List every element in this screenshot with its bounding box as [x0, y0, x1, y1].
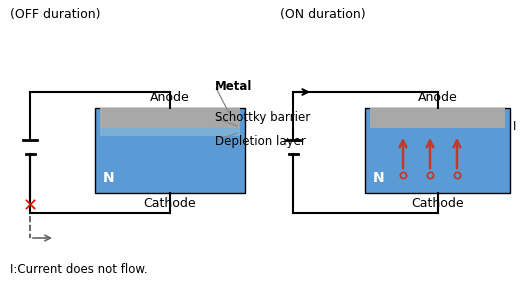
Bar [95, 108, 245, 193]
Text: Cathode: Cathode [144, 197, 196, 210]
Text: N: N [373, 171, 385, 185]
Text: ✕: ✕ [22, 197, 38, 215]
Bar [365, 108, 510, 193]
Bar [100, 108, 240, 128]
Text: Metal: Metal [215, 80, 252, 92]
Text: I: I [513, 119, 516, 133]
Text: Anode: Anode [417, 91, 458, 104]
Text: (ON duration): (ON duration) [280, 8, 366, 21]
Text: Depletion layer: Depletion layer [215, 134, 306, 148]
Text: Schottky barrier: Schottky barrier [215, 111, 310, 125]
Text: I:Current does not flow.: I:Current does not flow. [10, 263, 148, 276]
Text: (OFF duration): (OFF duration) [10, 8, 101, 21]
Bar [370, 108, 505, 128]
Text: N: N [103, 171, 115, 185]
Bar [100, 128, 240, 136]
Text: Anode: Anode [150, 91, 190, 104]
Text: Cathode: Cathode [411, 197, 464, 210]
